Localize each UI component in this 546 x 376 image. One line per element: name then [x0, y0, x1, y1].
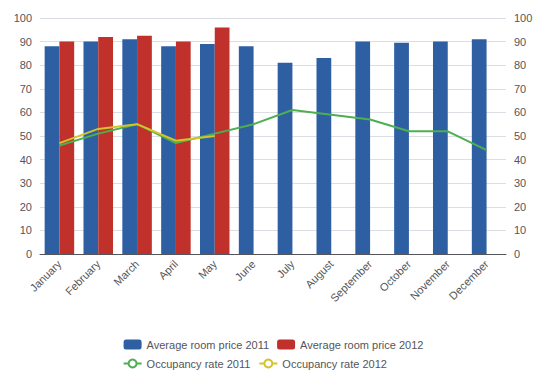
svg-text:August: August [303, 258, 336, 291]
svg-text:20: 20 [20, 201, 32, 213]
svg-text:March: March [111, 258, 141, 288]
svg-text:October: October [377, 258, 413, 294]
svg-text:80: 80 [20, 59, 32, 71]
svg-text:60: 60 [20, 106, 32, 118]
svg-text:20: 20 [514, 201, 526, 213]
svg-text:Average room price 2011: Average room price 2011 [147, 339, 270, 351]
svg-text:70: 70 [20, 83, 32, 95]
svg-text:February: February [63, 257, 103, 297]
svg-text:60: 60 [514, 106, 526, 118]
svg-text:50: 50 [20, 130, 32, 142]
svg-text:100: 100 [14, 12, 32, 24]
svg-text:April: April [156, 258, 180, 282]
svg-text:10: 10 [20, 224, 32, 236]
svg-text:30: 30 [20, 177, 32, 189]
svg-text:Occupancy rate 2011: Occupancy rate 2011 [147, 358, 251, 370]
svg-text:May: May [196, 257, 220, 281]
svg-text:June: June [232, 258, 257, 283]
svg-text:40: 40 [20, 154, 32, 166]
svg-text:50: 50 [514, 130, 526, 142]
svg-text:0: 0 [26, 248, 32, 260]
svg-text:Occupancy rate 2012: Occupancy rate 2012 [282, 358, 387, 370]
svg-text:0: 0 [514, 248, 520, 260]
svg-text:90: 90 [20, 36, 32, 48]
svg-text:November: November [408, 258, 453, 303]
svg-text:90: 90 [514, 36, 526, 48]
svg-text:70: 70 [514, 83, 526, 95]
svg-text:100: 100 [514, 12, 532, 24]
svg-text:10: 10 [514, 224, 526, 236]
svg-text:Average room price 2012: Average room price 2012 [300, 339, 423, 351]
svg-text:30: 30 [514, 177, 526, 189]
svg-text:July: July [274, 257, 297, 280]
svg-text:40: 40 [514, 154, 526, 166]
svg-text:December: December [447, 258, 492, 303]
svg-text:September: September [328, 258, 375, 305]
svg-text:80: 80 [514, 59, 526, 71]
svg-text:January: January [28, 257, 64, 293]
